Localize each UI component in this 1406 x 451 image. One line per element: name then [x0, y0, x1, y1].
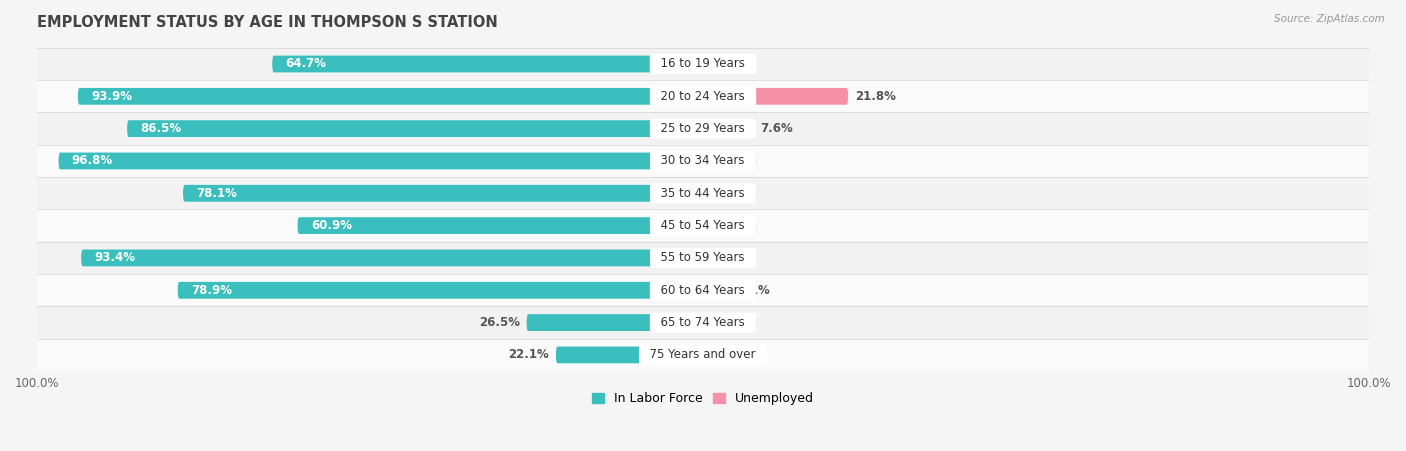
Bar	[37, 339, 1369, 371]
Text: 35 to 44 Years: 35 to 44 Years	[654, 187, 752, 200]
Text: 1.8%: 1.8%	[721, 252, 755, 264]
Bar	[37, 48, 1369, 80]
Text: 7.6%: 7.6%	[761, 122, 793, 135]
Text: 64.7%: 64.7%	[285, 57, 326, 70]
Bar	[37, 80, 1369, 112]
FancyBboxPatch shape	[82, 249, 703, 267]
FancyBboxPatch shape	[527, 314, 703, 331]
Text: 75 Years and over: 75 Years and over	[643, 349, 763, 361]
Text: 93.9%: 93.9%	[91, 90, 132, 103]
Text: 93.4%: 93.4%	[94, 252, 135, 264]
Text: 20 to 24 Years: 20 to 24 Years	[654, 90, 752, 103]
FancyBboxPatch shape	[703, 55, 704, 73]
FancyBboxPatch shape	[298, 217, 703, 234]
Text: 30 to 34 Years: 30 to 34 Years	[654, 155, 752, 167]
Text: 60.9%: 60.9%	[311, 219, 352, 232]
Text: 16 to 19 Years: 16 to 19 Years	[654, 57, 752, 70]
FancyBboxPatch shape	[59, 152, 703, 170]
Bar	[37, 274, 1369, 306]
Bar	[37, 177, 1369, 209]
Text: 0.0%: 0.0%	[710, 219, 742, 232]
FancyBboxPatch shape	[703, 282, 730, 299]
Text: 45 to 54 Years: 45 to 54 Years	[654, 219, 752, 232]
Text: 21.8%: 21.8%	[855, 90, 896, 103]
Text: 26.5%: 26.5%	[479, 316, 520, 329]
FancyBboxPatch shape	[183, 185, 703, 202]
FancyBboxPatch shape	[555, 346, 703, 364]
Text: Source: ZipAtlas.com: Source: ZipAtlas.com	[1274, 14, 1385, 23]
Bar	[37, 145, 1369, 177]
FancyBboxPatch shape	[703, 249, 716, 267]
Text: 4.1%: 4.1%	[737, 284, 769, 297]
Text: 78.9%: 78.9%	[191, 284, 232, 297]
Text: 0.0%: 0.0%	[710, 187, 742, 200]
FancyBboxPatch shape	[273, 55, 703, 73]
FancyBboxPatch shape	[703, 185, 756, 202]
Bar	[37, 306, 1369, 339]
Text: EMPLOYMENT STATUS BY AGE IN THOMPSON S STATION: EMPLOYMENT STATUS BY AGE IN THOMPSON S S…	[37, 15, 498, 31]
Text: 96.8%: 96.8%	[72, 155, 112, 167]
Text: 78.1%: 78.1%	[197, 187, 238, 200]
Bar	[37, 112, 1369, 145]
Text: 55 to 59 Years: 55 to 59 Years	[654, 252, 752, 264]
FancyBboxPatch shape	[703, 314, 756, 331]
Bar	[37, 209, 1369, 242]
FancyBboxPatch shape	[703, 346, 756, 364]
Text: 65 to 74 Years: 65 to 74 Years	[654, 316, 752, 329]
FancyBboxPatch shape	[77, 88, 703, 105]
Text: 86.5%: 86.5%	[141, 122, 181, 135]
Legend: In Labor Force, Unemployed: In Labor Force, Unemployed	[586, 387, 820, 410]
Bar	[37, 242, 1369, 274]
Text: 0.0%: 0.0%	[710, 316, 742, 329]
FancyBboxPatch shape	[703, 88, 848, 105]
Text: 0.3%: 0.3%	[711, 57, 744, 70]
FancyBboxPatch shape	[127, 120, 703, 137]
FancyBboxPatch shape	[177, 282, 703, 299]
Text: 60 to 64 Years: 60 to 64 Years	[654, 284, 752, 297]
Text: 0.0%: 0.0%	[710, 155, 742, 167]
FancyBboxPatch shape	[703, 152, 756, 170]
FancyBboxPatch shape	[703, 120, 754, 137]
FancyBboxPatch shape	[703, 217, 756, 234]
Text: 22.1%: 22.1%	[509, 349, 550, 361]
Text: 0.0%: 0.0%	[710, 349, 742, 361]
Text: 25 to 29 Years: 25 to 29 Years	[654, 122, 752, 135]
